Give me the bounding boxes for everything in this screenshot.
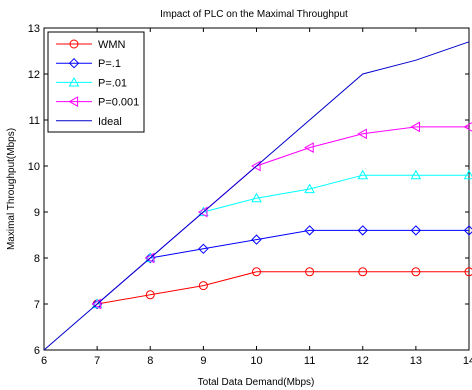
data-point — [91, 298, 103, 309]
data-point — [357, 225, 368, 236]
x-tick-label: 7 — [94, 355, 100, 367]
legend-item: Ideal — [56, 116, 122, 128]
y-tick-label: 12 — [28, 69, 40, 81]
data-point — [144, 252, 155, 264]
data-point — [463, 169, 472, 180]
data-point — [198, 281, 208, 291]
y-axis: 6 7 8 9 10 11 12 13 — [28, 23, 469, 357]
y-tick-label: 6 — [34, 345, 40, 357]
x-tick-label: 6 — [41, 355, 47, 367]
data-point — [464, 267, 472, 277]
data-point — [304, 225, 315, 236]
y-tick-label: 13 — [28, 23, 40, 35]
data-point — [91, 298, 102, 310]
legend-item: P=0.001 — [56, 96, 139, 109]
legend-marker — [69, 39, 79, 49]
y-tick-label: 9 — [34, 207, 40, 219]
series-0 — [92, 267, 472, 309]
x-tick-label: 11 — [304, 355, 315, 367]
x-axis: 6 7 8 9 10 11 12 13 14 — [41, 28, 472, 367]
y-tick-label: 7 — [34, 299, 40, 311]
data-point — [198, 243, 209, 255]
x-tick-label: 13 — [410, 355, 422, 367]
data-point — [357, 169, 369, 180]
x-axis-label: Total Data Demand(Mbps) — [198, 377, 315, 388]
data-point — [305, 267, 315, 277]
x-tick-label: 10 — [250, 355, 262, 367]
series-line — [97, 271, 469, 305]
data-point — [197, 206, 208, 218]
data-point — [145, 252, 156, 264]
series-line — [43, 41, 470, 351]
legend-marker — [68, 96, 79, 107]
data-point — [251, 234, 262, 245]
data-point — [411, 267, 421, 277]
legend-marker — [68, 57, 80, 69]
x-tick-label: 14 — [463, 355, 472, 367]
data-point — [304, 183, 315, 194]
y-axis-label: Maximal Throughput(Mbps) — [6, 128, 17, 250]
data-point — [304, 142, 314, 153]
series-layer — [43, 41, 472, 351]
data-point — [463, 225, 472, 236]
data-point — [251, 192, 262, 203]
data-point — [250, 160, 261, 172]
data-point — [410, 225, 422, 236]
legend-label: Ideal — [98, 116, 122, 128]
legend-item: P=.01 — [56, 76, 127, 89]
legend-label: P=0.001 — [98, 97, 139, 109]
y-tick-label: 10 — [28, 161, 40, 173]
data-point — [358, 267, 368, 277]
legend-label: P=.01 — [98, 77, 127, 89]
data-point — [198, 206, 209, 217]
legend-label: WMN — [98, 39, 126, 51]
legend-label: P=.1 — [98, 58, 121, 70]
series-4 — [43, 41, 470, 351]
data-point — [410, 121, 420, 133]
data-point — [144, 252, 156, 263]
data-point — [357, 128, 367, 140]
data-point — [145, 290, 155, 300]
data-point — [91, 298, 103, 310]
y-tick-label: 8 — [34, 253, 40, 265]
legend-item: P=.1 — [56, 57, 121, 70]
chart-title: Impact of PLC on the Maximal Throughput — [160, 9, 348, 20]
legend-marker — [68, 76, 80, 87]
series-line — [96, 229, 469, 305]
data-point — [252, 267, 261, 277]
x-tick-label: 8 — [147, 355, 153, 367]
legend-item: WMN — [56, 39, 126, 51]
y-tick-label: 11 — [29, 115, 40, 127]
series-1 — [91, 225, 472, 310]
data-point — [463, 122, 472, 132]
x-tick-label: 9 — [200, 355, 206, 367]
data-point — [410, 169, 422, 180]
legend: WMN P=.1 P=.01 P=0.001 Ideal — [47, 31, 145, 133]
x-tick-label: 12 — [357, 355, 369, 367]
